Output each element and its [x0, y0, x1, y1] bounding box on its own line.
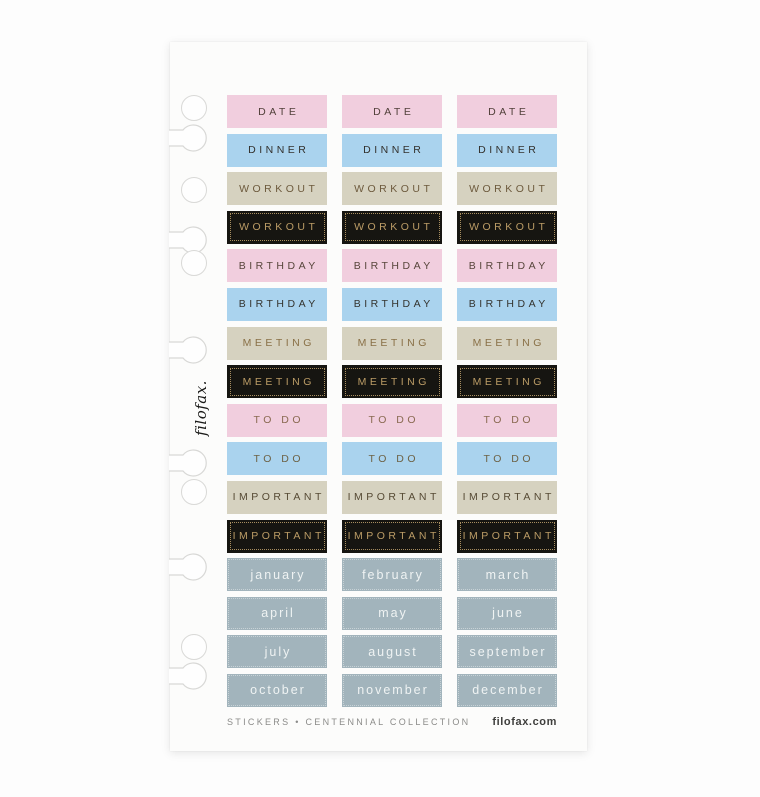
- sticker-birthday: BIRTHDAY: [227, 287, 327, 321]
- sticker-workout: WORKOUT: [227, 172, 327, 206]
- sticker-may: may: [342, 596, 442, 630]
- sticker-april: april: [227, 596, 327, 630]
- sticker-to-do: TO DO: [342, 442, 442, 476]
- punch-hole-round: [181, 95, 207, 121]
- punch-hole-round: [181, 479, 207, 505]
- sticker-february: february: [342, 558, 442, 592]
- sticker-workout-foil: WORKOUT: [227, 210, 327, 244]
- sticker-march: march: [457, 558, 557, 592]
- sticker-date: DATE: [342, 95, 442, 128]
- punch-hole-round: [181, 634, 207, 660]
- sticker-important: IMPORTANT: [227, 480, 327, 514]
- punch-hole-slot: [169, 449, 207, 477]
- sticker-important-foil: IMPORTANT: [342, 519, 442, 553]
- punch-hole-round: [181, 250, 207, 276]
- filofax-logo: filofax.: [192, 380, 210, 436]
- sticker-birthday: BIRTHDAY: [457, 249, 557, 283]
- sticker-to-do: TO DO: [342, 403, 442, 437]
- punch-hole-slot: [169, 662, 207, 690]
- sticker-date: DATE: [227, 95, 327, 128]
- sticker-important: IMPORTANT: [457, 480, 557, 514]
- sticker-to-do: TO DO: [457, 403, 557, 437]
- sticker-to-do: TO DO: [227, 442, 327, 476]
- sticker-birthday: BIRTHDAY: [457, 287, 557, 321]
- sticker-to-do: TO DO: [457, 442, 557, 476]
- sticker-grid: DATE DATE DATE DINNER DINNER DINNER WORKOUT WOR…: [227, 95, 557, 707]
- sticker-to-do: TO DO: [227, 403, 327, 437]
- sheet-footer: STICKERS • CENTENNIAL COLLECTION filofax…: [227, 716, 557, 728]
- sticker-birthday: BIRTHDAY: [342, 287, 442, 321]
- sticker-workout-foil: WORKOUT: [342, 210, 442, 244]
- sticker-workout: WORKOUT: [342, 172, 442, 206]
- sticker-july: july: [227, 635, 327, 669]
- sticker-june: june: [457, 596, 557, 630]
- punch-hole-slot: [169, 553, 207, 581]
- sticker-january: january: [227, 558, 327, 592]
- sticker-date: DATE: [457, 95, 557, 128]
- sticker-meeting-foil: MEETING: [227, 365, 327, 399]
- punch-hole-slot: [169, 124, 207, 152]
- sticker-dinner: DINNER: [227, 133, 327, 167]
- sticker-december: december: [457, 673, 557, 707]
- collection-caption: STICKERS • CENTENNIAL COLLECTION: [227, 717, 471, 727]
- sticker-meeting-foil: MEETING: [457, 365, 557, 399]
- sticker-sheet: filofax. DATE DATE DATE DINNER DINNER DINNER W…: [169, 42, 587, 751]
- sticker-important-foil: IMPORTANT: [227, 519, 327, 553]
- sticker-meeting: MEETING: [342, 326, 442, 360]
- sticker-important-foil: IMPORTANT: [457, 519, 557, 553]
- sticker-november: november: [342, 673, 442, 707]
- sticker-birthday: BIRTHDAY: [227, 249, 327, 283]
- sticker-workout-foil: WORKOUT: [457, 210, 557, 244]
- sticker-important: IMPORTANT: [342, 480, 442, 514]
- sticker-august: august: [342, 635, 442, 669]
- sticker-october: october: [227, 673, 327, 707]
- punch-hole-slot: [169, 336, 207, 364]
- sticker-meeting: MEETING: [457, 326, 557, 360]
- sticker-meeting-foil: MEETING: [342, 365, 442, 399]
- sticker-birthday: BIRTHDAY: [342, 249, 442, 283]
- sticker-meeting: MEETING: [227, 326, 327, 360]
- filofax-url: filofax.com: [492, 716, 557, 728]
- punch-hole-round: [181, 177, 207, 203]
- punch-hole-slot: [169, 226, 207, 254]
- sticker-september: september: [457, 635, 557, 669]
- sticker-workout: WORKOUT: [457, 172, 557, 206]
- sticker-dinner: DINNER: [342, 133, 442, 167]
- sticker-dinner: DINNER: [457, 133, 557, 167]
